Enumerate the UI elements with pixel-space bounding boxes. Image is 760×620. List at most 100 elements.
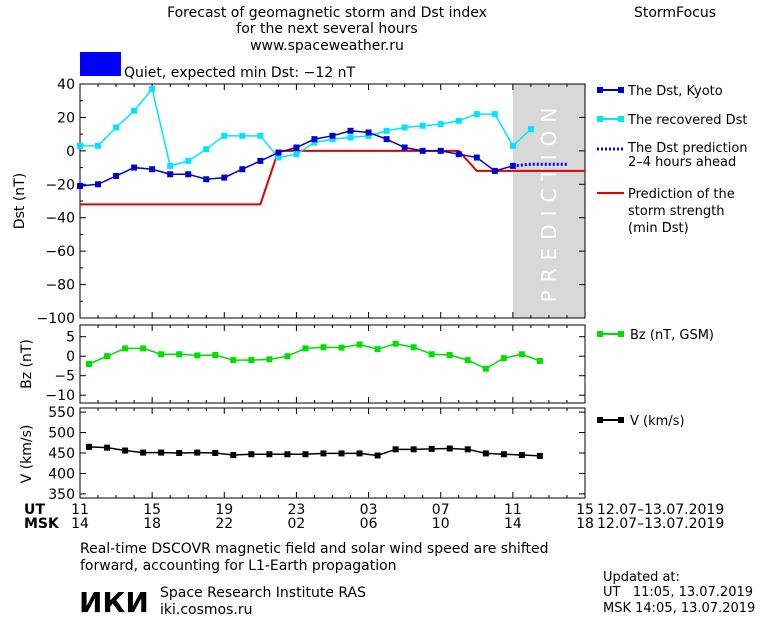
dst-panel-frame bbox=[79, 83, 586, 319]
dst-recovered-point bbox=[491, 111, 498, 118]
y-tick-label: −40 bbox=[45, 211, 75, 227]
v-point bbox=[338, 450, 345, 457]
bz-line bbox=[88, 342, 541, 370]
dst-recovered-point bbox=[329, 136, 336, 143]
bz-point bbox=[536, 357, 543, 364]
msk-date-range: 12.07–13.07.2019 bbox=[597, 516, 724, 532]
bz-point bbox=[104, 353, 111, 360]
storm-strength-line bbox=[80, 149, 585, 206]
bz-point bbox=[500, 355, 507, 362]
v-point bbox=[374, 452, 381, 459]
msk-tick-label: 14 bbox=[504, 516, 522, 532]
legend-dst-recovered-marker bbox=[618, 116, 624, 122]
legend-dst-recovered-label: The recovered Dst bbox=[627, 113, 747, 128]
msk-tick-label: 18 bbox=[143, 516, 161, 532]
msk-tick-label: 18 bbox=[576, 516, 594, 532]
v-point bbox=[446, 445, 453, 452]
y-tick-label: −20 bbox=[45, 177, 75, 193]
dst-recovered-point bbox=[149, 86, 156, 93]
v-point bbox=[86, 443, 93, 450]
dst-kyoto-point bbox=[473, 154, 480, 161]
dst-kyoto-point bbox=[185, 171, 192, 178]
institute-name: Space Research Institute RAS bbox=[160, 585, 366, 601]
bz-point bbox=[248, 357, 255, 364]
dst-recovered-point bbox=[77, 142, 83, 149]
bz-point bbox=[356, 341, 363, 348]
bz-y-label: Bz (nT) bbox=[19, 339, 35, 389]
v-point bbox=[140, 449, 147, 456]
dst-recovered-point bbox=[527, 126, 534, 133]
v-point bbox=[122, 447, 129, 454]
v-point bbox=[464, 446, 471, 453]
msk-tick-label: 10 bbox=[432, 516, 450, 532]
v-axis: 550 500 450 400 350 bbox=[48, 405, 586, 503]
v-series-group bbox=[86, 443, 543, 459]
v-point bbox=[158, 449, 165, 456]
updated-msk: MSK 14:05, 13.07.2019 bbox=[603, 601, 755, 616]
dst-kyoto-point bbox=[131, 164, 138, 171]
v-point bbox=[248, 451, 255, 458]
v-point bbox=[212, 450, 219, 456]
dst-recovered-point bbox=[203, 146, 210, 153]
dst-series-group bbox=[77, 86, 585, 206]
legend-storm-label-3: (min Dst) bbox=[628, 221, 689, 236]
y-tick-label: −80 bbox=[45, 278, 75, 294]
dst-kyoto-point bbox=[383, 136, 390, 143]
v-point bbox=[104, 444, 111, 451]
bz-panel-frame bbox=[79, 324, 586, 404]
msk-tick-label: 22 bbox=[215, 516, 233, 532]
legend-v-marker bbox=[618, 417, 624, 423]
bz-point bbox=[392, 340, 399, 347]
brand-name: StormFocus bbox=[634, 5, 716, 21]
dst-recovered-point bbox=[275, 154, 282, 161]
ut-tick-label: 03 bbox=[360, 502, 378, 518]
dst-kyoto-point bbox=[419, 147, 426, 154]
dst-recovered-point bbox=[311, 139, 318, 146]
bz-point bbox=[446, 352, 453, 359]
dst-recovered-point bbox=[509, 142, 516, 149]
bz-point bbox=[410, 344, 417, 351]
ut-tick-label: 11 bbox=[71, 502, 89, 518]
dst-kyoto-line bbox=[79, 130, 514, 187]
dst-kyoto-point bbox=[221, 174, 228, 181]
y-tick-label: 0 bbox=[66, 144, 75, 160]
legend-bz-marker bbox=[597, 331, 603, 337]
dst-recovered-point bbox=[293, 151, 300, 158]
y-tick-label: 450 bbox=[48, 446, 75, 462]
bz-point bbox=[464, 357, 471, 364]
legend-storm-label-1: Prediction of the bbox=[628, 187, 735, 202]
legend-bz-label: Bz (nT, GSM) bbox=[630, 328, 714, 343]
legend-storm-label-2: storm strength bbox=[628, 204, 725, 219]
dst-kyoto-point bbox=[257, 157, 264, 164]
v-point bbox=[176, 450, 183, 456]
bz-point bbox=[86, 361, 93, 367]
dst-kyoto-point bbox=[437, 147, 444, 154]
bz-point bbox=[176, 351, 183, 358]
dst-kyoto-point bbox=[365, 129, 372, 136]
v-point bbox=[392, 446, 399, 453]
msk-tick-label: 02 bbox=[288, 516, 306, 532]
prediction-band bbox=[512, 84, 585, 318]
y-tick-label: 400 bbox=[48, 466, 75, 482]
bz-point bbox=[140, 345, 147, 352]
bz-series-group bbox=[86, 340, 543, 372]
dst-recovered-point bbox=[473, 111, 480, 118]
updated-label: Updated at: bbox=[603, 570, 680, 585]
v-point bbox=[302, 451, 309, 458]
y-tick-label: 500 bbox=[48, 426, 75, 442]
dst-y-label: Dst (nT) bbox=[12, 173, 28, 229]
title-line-1: Forecast of geomagnetic storm and Dst in… bbox=[167, 5, 487, 21]
bz-point bbox=[158, 351, 165, 358]
v-point bbox=[518, 452, 525, 459]
ut-tick-label: 07 bbox=[432, 502, 450, 518]
ut-date-range: 12.07–13.07.2019 bbox=[597, 502, 724, 518]
dst-kyoto-point bbox=[311, 136, 318, 143]
dst-kyoto-point bbox=[203, 176, 210, 183]
site-url[interactable]: www.spaceweather.ru bbox=[250, 38, 404, 54]
dst-kyoto-point bbox=[77, 182, 83, 189]
dst-recovered-point bbox=[221, 132, 228, 139]
institute-site[interactable]: iki.cosmos.ru bbox=[160, 602, 252, 618]
dst-recovered-point bbox=[365, 132, 372, 139]
dst-kyoto-point bbox=[113, 172, 120, 179]
v-point bbox=[428, 445, 435, 452]
